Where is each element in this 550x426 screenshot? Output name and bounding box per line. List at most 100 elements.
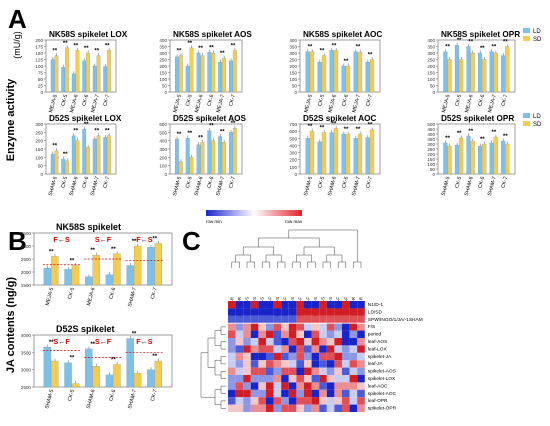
x-tick-label: CK-7 <box>102 176 111 189</box>
y-tick-label: 2000 <box>21 270 32 275</box>
heatmap-cell <box>326 375 335 383</box>
heatmap-cell <box>288 375 297 383</box>
bar-ld <box>185 65 190 93</box>
bar-sd <box>211 140 216 175</box>
heatmap-cell <box>273 375 282 383</box>
x-tick-label: CK-5 <box>185 176 194 189</box>
bar-sd <box>75 140 80 175</box>
bar-ld <box>85 348 93 388</box>
heatmap-cell <box>334 308 342 316</box>
heatmap-cell <box>288 382 297 390</box>
heatmap-cell <box>258 367 266 375</box>
legend-bottom: LD SD <box>523 113 542 128</box>
bar-sd <box>107 50 111 93</box>
y-tick-label: 0 <box>432 172 435 177</box>
heatmap-cell <box>228 375 236 383</box>
bar-ld <box>185 138 190 175</box>
chart-title: NK58S spikelet <box>56 222 121 232</box>
significance-label: ** <box>356 127 361 133</box>
heatmap-cell <box>243 367 251 375</box>
heatmap-cell <box>281 308 289 316</box>
x-tick-label: CK-6 <box>206 176 215 189</box>
heatmap-cell <box>349 382 358 390</box>
x-tick-label: MEJA-6 <box>464 94 475 113</box>
heatmap-cell <box>250 367 259 375</box>
y-tick-label: 300 <box>427 142 435 147</box>
bar-ld <box>454 144 459 175</box>
bar-sd <box>222 142 226 175</box>
bar-sd <box>133 373 142 388</box>
heatmap-cell <box>311 382 320 390</box>
x-tick-label: CK-5 <box>185 94 194 107</box>
heatmap-cell <box>311 323 320 331</box>
bar-sd <box>51 256 59 286</box>
significance-label: ** <box>152 236 157 242</box>
y-tick-label: 150 <box>427 71 435 76</box>
x-tick-label: MEJA-6 <box>194 94 205 113</box>
heatmap-cell <box>250 315 259 324</box>
chart-ja-nk: NK58S spikelet 1500 2000 2500 3000 3500 ** MEJA… <box>21 222 173 308</box>
heatmap-cell <box>334 397 342 405</box>
heatmap-cell <box>243 397 251 405</box>
heatmap-cell <box>304 367 312 375</box>
y-tick-label: 200 <box>159 64 167 69</box>
heatmap-cell <box>342 389 350 398</box>
heatmap-cell <box>273 389 282 398</box>
heatmap-cell <box>326 389 335 398</box>
y-tick-label: 300 <box>35 122 43 127</box>
heatmap-cell <box>235 330 244 338</box>
bar-sd <box>369 59 375 93</box>
significance-label: ** <box>220 130 225 136</box>
heatmap-cell <box>228 360 236 368</box>
bar-sd <box>71 265 80 286</box>
x-tick-label: SHAM-7 <box>127 287 138 308</box>
significance-label: ** <box>503 134 508 140</box>
heatmap-cell <box>296 315 304 324</box>
bar-sd <box>470 52 475 93</box>
bar-ld <box>71 135 76 175</box>
heatmap-cell <box>243 308 251 316</box>
heatmap-cell <box>235 382 244 390</box>
significance-label: ** <box>70 356 75 362</box>
x-tick-label: CK-7 <box>102 94 111 107</box>
heatmap-cell <box>235 301 244 309</box>
heatmap-cell <box>273 308 282 316</box>
bar-ld <box>103 66 108 93</box>
y-axis-unit-enzyme: (mU/g) <box>12 31 22 59</box>
heatmap-cell <box>243 338 251 346</box>
bar-ld <box>82 128 87 175</box>
bar-ld <box>501 140 506 175</box>
heatmap-cell <box>296 360 304 368</box>
bar-ld <box>317 61 322 93</box>
y-tick-label: 100 <box>35 64 43 69</box>
y-tick-label: 0 <box>40 172 43 177</box>
heatmap-cell <box>296 330 304 338</box>
heatmap-cell <box>326 352 335 361</box>
chart-d5-opr: D52S spikelet OPR 05010015020025030035040… <box>427 114 516 196</box>
significance-label: ** <box>105 43 110 49</box>
significance-label: ** <box>344 127 349 133</box>
heatmap-cell <box>326 301 335 309</box>
significance-label: ** <box>209 124 214 130</box>
bar-sd <box>54 55 59 93</box>
bar-sd <box>482 59 487 93</box>
heatmap-cell <box>281 352 289 361</box>
chart-title: D52S spikelet AOC <box>303 114 376 123</box>
y-tick-label: 50 <box>162 84 168 89</box>
legend-swatch-ld <box>523 28 530 33</box>
heatmap-cell <box>349 352 358 361</box>
transition-text: F←S <box>136 235 153 244</box>
color-scale-bar <box>206 210 302 216</box>
heatmap-cell <box>296 308 304 316</box>
heatmap-cell <box>228 389 236 398</box>
heatmap-cell <box>296 382 304 390</box>
heatmap-cell <box>319 352 327 361</box>
legend-swatch-sd <box>523 36 530 41</box>
heatmap-row-label: spikelet-OPR <box>368 406 397 412</box>
heatmap-cell <box>311 301 320 309</box>
heatmap-cell <box>357 301 365 309</box>
heatmap-cell <box>342 352 350 361</box>
heatmap-cell <box>288 308 297 316</box>
heatmap-cell <box>304 375 312 383</box>
